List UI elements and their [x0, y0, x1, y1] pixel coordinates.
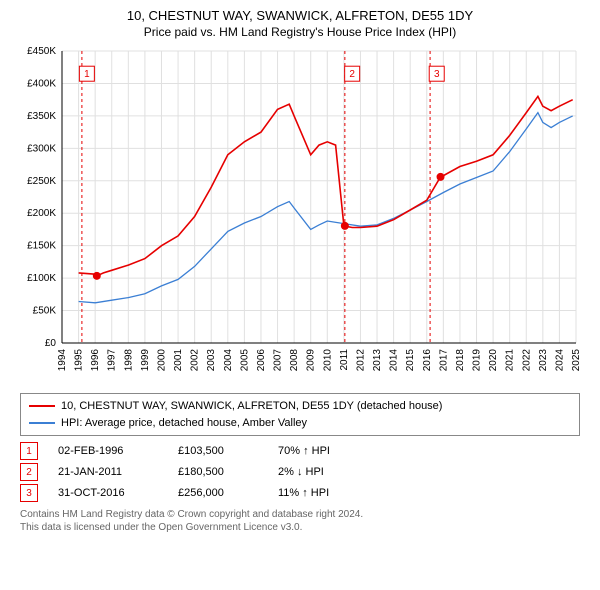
svg-text:2023: 2023 [538, 349, 549, 372]
svg-text:2000: 2000 [156, 349, 167, 372]
svg-text:£400K: £400K [27, 78, 56, 89]
svg-text:£0: £0 [45, 338, 57, 349]
footer-attribution: Contains HM Land Registry data © Crown c… [20, 508, 580, 534]
svg-text:2: 2 [349, 69, 355, 80]
svg-text:1997: 1997 [107, 349, 118, 372]
svg-text:2005: 2005 [239, 349, 250, 372]
svg-text:1: 1 [84, 69, 90, 80]
legend-label: 10, CHESTNUT WAY, SWANWICK, ALFRETON, DE… [61, 398, 442, 415]
chart-area: £0 £50K £100K £150K £200K £250K £300K £350K £400… [18, 45, 582, 385]
markers-table: 1 02-FEB-1996 £103,500 70% ↑ HPI 2 21-JAN-201… [20, 442, 580, 502]
svg-text:£100K: £100K [27, 273, 56, 284]
svg-text:2018: 2018 [455, 349, 466, 372]
legend-item: HPI: Average price, detached house, Ambe… [29, 415, 571, 432]
svg-text:2010: 2010 [322, 349, 333, 372]
svg-text:1994: 1994 [57, 349, 68, 372]
svg-text:2013: 2013 [372, 349, 383, 372]
svg-text:£250K: £250K [27, 176, 56, 187]
svg-text:2015: 2015 [405, 349, 416, 372]
marker-number-box: 3 [20, 484, 38, 502]
marker-number-box: 1 [20, 442, 38, 460]
svg-text:£50K: £50K [33, 306, 57, 317]
marker-pct: 11% ↑ HPI [278, 487, 408, 499]
marker-date: 02-FEB-1996 [58, 445, 158, 457]
svg-text:2003: 2003 [206, 349, 217, 372]
svg-text:2011: 2011 [339, 349, 350, 371]
marker-price: £256,000 [178, 487, 258, 499]
svg-text:2019: 2019 [472, 349, 483, 372]
svg-text:2022: 2022 [521, 349, 532, 372]
marker-pct: 70% ↑ HPI [278, 445, 408, 457]
marker-price: £180,500 [178, 466, 258, 478]
svg-text:1999: 1999 [140, 349, 151, 372]
svg-text:2004: 2004 [223, 349, 234, 372]
svg-text:2014: 2014 [389, 349, 400, 372]
svg-text:2024: 2024 [554, 349, 565, 372]
svg-text:2008: 2008 [289, 349, 300, 372]
legend-item: 10, CHESTNUT WAY, SWANWICK, ALFRETON, DE… [29, 398, 571, 415]
legend-swatch [29, 405, 55, 407]
svg-text:2002: 2002 [190, 349, 201, 372]
footer-line2: This data is licensed under the Open Gov… [20, 521, 580, 534]
svg-text:£450K: £450K [27, 46, 56, 57]
svg-text:1995: 1995 [74, 349, 85, 372]
svg-text:2025: 2025 [571, 349, 582, 372]
svg-text:2006: 2006 [256, 349, 267, 372]
legend-box: 10, CHESTNUT WAY, SWANWICK, ALFRETON, DE… [20, 393, 580, 436]
svg-text:£200K: £200K [27, 208, 56, 219]
svg-text:2001: 2001 [173, 349, 184, 372]
marker-price: £103,500 [178, 445, 258, 457]
svg-text:2017: 2017 [438, 349, 449, 372]
svg-text:£350K: £350K [27, 111, 56, 122]
legend-label: HPI: Average price, detached house, Ambe… [61, 415, 307, 432]
marker-number-box: 2 [20, 463, 38, 481]
svg-text:2021: 2021 [505, 349, 516, 372]
svg-text:2007: 2007 [273, 349, 284, 372]
svg-text:1996: 1996 [90, 349, 101, 372]
svg-text:2012: 2012 [355, 349, 366, 372]
chart-subtitle: Price paid vs. HM Land Registry's House … [10, 25, 590, 39]
marker-date: 21-JAN-2011 [58, 466, 158, 478]
svg-text:2016: 2016 [422, 349, 433, 372]
marker-row: 3 31-OCT-2016 £256,000 11% ↑ HPI [20, 484, 580, 502]
line-chart-svg: £0 £50K £100K £150K £200K £250K £300K £350K £400… [18, 45, 582, 385]
svg-text:£300K: £300K [27, 143, 56, 154]
marker-pct: 2% ↓ HPI [278, 466, 408, 478]
svg-text:3: 3 [434, 69, 440, 80]
footer-line1: Contains HM Land Registry data © Crown c… [20, 508, 580, 521]
chart-title: 10, CHESTNUT WAY, SWANWICK, ALFRETON, DE… [10, 8, 590, 23]
marker-date: 31-OCT-2016 [58, 487, 158, 499]
marker-row: 2 21-JAN-2011 £180,500 2% ↓ HPI [20, 463, 580, 481]
svg-text:£150K: £150K [27, 241, 56, 252]
legend-swatch [29, 422, 55, 424]
svg-text:2020: 2020 [488, 349, 499, 372]
marker-row: 1 02-FEB-1996 £103,500 70% ↑ HPI [20, 442, 580, 460]
svg-text:1998: 1998 [123, 349, 134, 372]
svg-text:2009: 2009 [306, 349, 317, 372]
